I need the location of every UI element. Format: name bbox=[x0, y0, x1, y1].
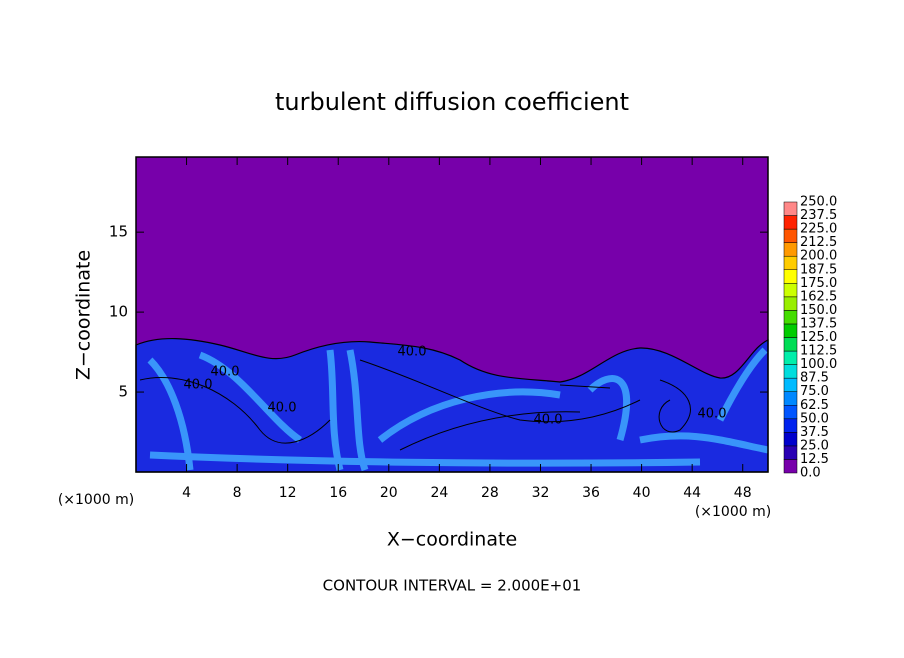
colorbar-label: 200.0 bbox=[800, 249, 837, 264]
colorbar-label: 12.5 bbox=[800, 452, 829, 467]
colorbar-swatch bbox=[783, 418, 798, 433]
colorbar-swatch bbox=[783, 350, 798, 365]
x-tick-label: 20 bbox=[380, 485, 398, 501]
x-unit-label: (×1000 m) bbox=[695, 504, 771, 520]
colorbar-swatch bbox=[783, 255, 798, 271]
colorbar-label: 62.5 bbox=[800, 398, 829, 413]
contour-field bbox=[135, 157, 769, 473]
x-tick-label: 36 bbox=[582, 485, 600, 501]
x-tick-label: 32 bbox=[532, 485, 550, 501]
plot-frame bbox=[135, 156, 769, 473]
contour-label: 40.0 bbox=[698, 407, 727, 422]
contour-label: 40.0 bbox=[184, 378, 213, 393]
y-tick-label: 15 bbox=[109, 223, 128, 241]
x-tick-label: 44 bbox=[683, 485, 701, 501]
x-tick-label: 24 bbox=[430, 485, 448, 501]
contour-label: 40.0 bbox=[534, 413, 563, 428]
colorbar-swatch bbox=[783, 242, 798, 257]
colorbar-swatch bbox=[783, 228, 798, 243]
colorbar-label: 25.0 bbox=[800, 438, 829, 453]
chart-title: turbulent diffusion coefficient bbox=[275, 88, 629, 116]
colorbar-label: 50.0 bbox=[800, 411, 829, 426]
x-tick-label: 16 bbox=[329, 485, 347, 501]
colorbar-swatch bbox=[783, 377, 798, 392]
x-axis-label: X−coordinate bbox=[387, 529, 517, 551]
y-tick-label: 5 bbox=[118, 383, 128, 401]
colorbar-label: 137.5 bbox=[800, 316, 837, 331]
colorbar-label: 87.5 bbox=[800, 371, 829, 386]
colorbar-label: 37.5 bbox=[800, 425, 829, 440]
y-tick-label: 10 bbox=[109, 303, 128, 321]
contour-label: 40.0 bbox=[398, 345, 427, 360]
colorbar-label: 162.5 bbox=[800, 289, 837, 304]
colorbar-swatch bbox=[783, 283, 798, 298]
x-tick-label: 40 bbox=[633, 485, 651, 501]
colorbar-swatch bbox=[783, 337, 798, 352]
colorbar-label: 175.0 bbox=[800, 276, 837, 291]
colorbar-swatch bbox=[783, 445, 798, 460]
streaks bbox=[147, 347, 769, 472]
colorbar-swatch bbox=[783, 201, 798, 216]
colorbar-swatch bbox=[783, 310, 798, 325]
colorbar-label: 187.5 bbox=[800, 262, 837, 277]
x-unit-label: (×1000 m) bbox=[58, 492, 134, 508]
colorbar-swatch bbox=[783, 323, 798, 338]
x-tick-label: 28 bbox=[481, 485, 499, 501]
y-axis-label: Z−coordinate bbox=[73, 250, 95, 380]
contour-lines bbox=[139, 359, 691, 451]
colorbar-swatch bbox=[783, 215, 798, 230]
colorbar-swatch bbox=[783, 405, 798, 420]
colorbar-label: 112.5 bbox=[800, 344, 837, 359]
colorbar-swatch bbox=[783, 269, 798, 284]
contour-label: 40.0 bbox=[211, 365, 240, 380]
x-tick-label: 8 bbox=[233, 485, 242, 501]
colorbar-swatch bbox=[783, 364, 798, 379]
colorbar-label: 75.0 bbox=[800, 384, 829, 399]
contour-label: 40.0 bbox=[268, 401, 297, 416]
colorbar-label: 225.0 bbox=[800, 222, 837, 237]
colorbar-swatch bbox=[783, 391, 798, 406]
colorbar-swatch bbox=[783, 432, 798, 447]
colorbar-swatch bbox=[783, 296, 798, 311]
colorbar-label: 0.0 bbox=[800, 466, 821, 481]
footnote: CONTOUR INTERVAL = 2.000E+01 bbox=[323, 577, 582, 595]
x-tick-label: 48 bbox=[734, 485, 752, 501]
colorbar-label: 125.0 bbox=[800, 330, 837, 345]
x-tick-label: 4 bbox=[182, 485, 191, 501]
x-tick-label: 12 bbox=[279, 485, 297, 501]
colorbar-swatch bbox=[783, 459, 798, 474]
colorbar-label: 250.0 bbox=[800, 195, 837, 210]
colorbar-label: 150.0 bbox=[800, 303, 837, 318]
colorbar-label: 237.5 bbox=[800, 208, 837, 223]
colorbar-label: 212.5 bbox=[800, 235, 837, 250]
colorbar-label: 100.0 bbox=[800, 357, 837, 372]
